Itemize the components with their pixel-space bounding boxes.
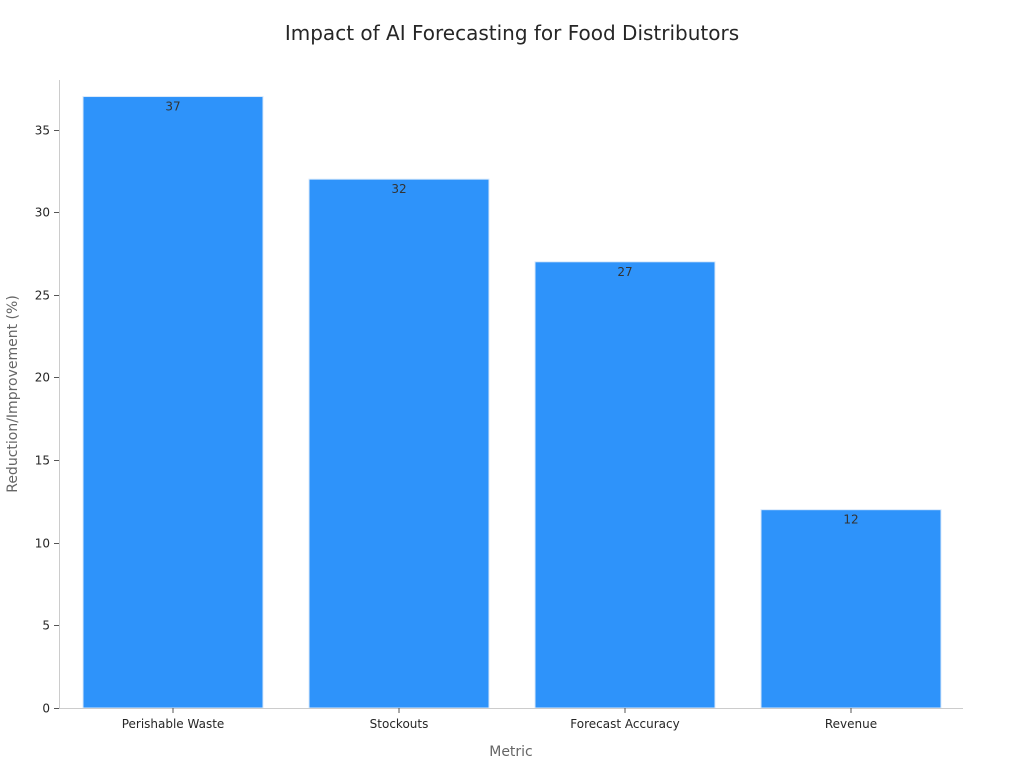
bar-perishable-waste (82, 96, 264, 709)
data-label-forecast-accuracy: 27 (617, 265, 632, 279)
bar-revenue (760, 509, 942, 709)
y-tick-label-35: 35 (35, 124, 50, 138)
y-tick-label-20: 20 (35, 371, 50, 385)
y-tick-label-0: 0 (42, 702, 50, 716)
bar-stockouts (308, 178, 490, 709)
data-label-perishable-waste: 37 (165, 100, 180, 114)
chart-title: Impact of AI Forecasting for Food Distri… (285, 21, 739, 45)
x-tick-label-perishable-waste: Perishable Waste (122, 717, 225, 731)
x-tick-label-revenue: Revenue (825, 717, 877, 731)
y-tick-label-10: 10 (35, 537, 50, 551)
bar-forecast-accuracy (534, 261, 716, 709)
x-tick-label-stockouts: Stockouts (370, 717, 429, 731)
data-labels: 37 32 27 12 (165, 100, 858, 527)
y-tick-label-15: 15 (35, 454, 50, 468)
y-tick-label-30: 30 (35, 206, 50, 220)
y-tick-label-5: 5 (42, 619, 50, 633)
bars-layer (82, 96, 942, 709)
data-label-stockouts: 32 (391, 182, 406, 196)
x-ticks: Perishable Waste Stockouts Forecast Accura… (122, 708, 877, 731)
x-axis-label: Metric (489, 744, 533, 760)
data-label-revenue: 12 (843, 513, 858, 527)
y-axis-label: Reduction/Improvement (%) (5, 295, 21, 493)
y-tick-label-25: 25 (35, 289, 50, 303)
x-tick-label-forecast-accuracy: Forecast Accuracy (570, 717, 679, 731)
y-ticks: 0 5 10 15 20 25 30 35 (35, 124, 59, 716)
